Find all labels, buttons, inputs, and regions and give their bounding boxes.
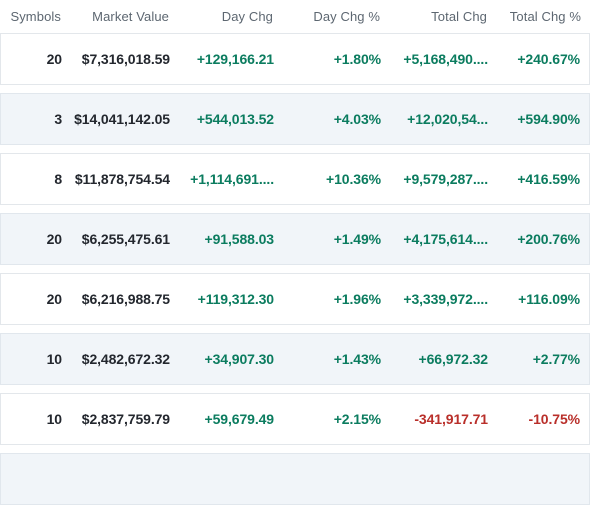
column-header-market-value[interactable]: Market Value xyxy=(92,9,169,24)
day-chg-pct-cell: +1.80% xyxy=(333,51,381,67)
column-header-day-chg-pct[interactable]: Day Chg % xyxy=(313,9,380,24)
day-chg-cell: +129,166.21 xyxy=(196,51,274,67)
market-value-cell: $7,316,018.59 xyxy=(81,51,170,67)
total-chg-pct-cell: +200.76% xyxy=(517,231,580,247)
table-row[interactable]: 20 $7,316,018.59 +129,166.21 +1.80% +5,1… xyxy=(0,33,590,85)
symbols-count-cell: 20 xyxy=(46,231,62,247)
market-value-cell: $6,216,988.75 xyxy=(81,291,170,307)
total-chg-cell: +66,972.32 xyxy=(418,351,489,367)
total-chg-pct-cell: +416.59% xyxy=(517,171,580,187)
symbols-count-cell: 10 xyxy=(46,411,62,427)
column-header-symbols[interactable]: Symbols xyxy=(10,9,61,24)
market-value-cell: $6,255,475.61 xyxy=(81,231,170,247)
day-chg-pct-cell: +4.03% xyxy=(333,111,381,127)
symbols-count-cell: 20 xyxy=(46,51,62,67)
day-chg-cell: +544,013.52 xyxy=(196,111,274,127)
total-chg-cell: +12,020,54... xyxy=(407,111,488,127)
column-header-total-chg[interactable]: Total Chg xyxy=(431,9,487,24)
day-chg-cell: +34,907.30 xyxy=(204,351,275,367)
table-header: Symbols Market Value Day Chg Day Chg % T… xyxy=(0,0,590,33)
table-row[interactable]: 8 $11,878,754.54 +1,114,691.... +10.36% … xyxy=(0,153,590,205)
total-chg-cell: +9,579,287.... xyxy=(403,171,488,187)
day-chg-cell: +1,114,691.... xyxy=(190,171,274,187)
total-chg-pct-cell: +2.77% xyxy=(532,351,580,367)
day-chg-pct-cell: +10.36% xyxy=(326,171,381,187)
table-row[interactable]: 10 $2,482,672.32 +34,907.30 +1.43% +66,9… xyxy=(0,333,590,385)
day-chg-cell: +59,679.49 xyxy=(204,411,275,427)
market-value-cell: $11,878,754.54 xyxy=(74,171,170,187)
table-row[interactable]: 20 $6,255,475.61 +91,588.03 +1.49% +4,17… xyxy=(0,213,590,265)
day-chg-pct-cell: +1.43% xyxy=(333,351,381,367)
symbols-count-cell: 20 xyxy=(46,291,62,307)
market-value-cell: $2,837,759.79 xyxy=(81,411,170,427)
total-chg-pct-cell: +116.09% xyxy=(518,291,580,307)
total-chg-pct-cell: +240.67% xyxy=(517,51,580,67)
day-chg-cell: +119,312.30 xyxy=(197,291,274,307)
column-header-day-chg[interactable]: Day Chg xyxy=(221,9,273,24)
table-row[interactable]: 20 $6,216,988.75 +119,312.30 +1.96% +3,3… xyxy=(0,273,590,325)
total-chg-pct-cell: +594.90% xyxy=(517,111,580,127)
market-value-cell: $2,482,672.32 xyxy=(81,351,170,367)
column-header-total-chg-pct[interactable]: Total Chg % xyxy=(509,9,581,24)
total-chg-cell: +3,339,972.... xyxy=(403,291,488,307)
total-chg-pct-cell: -10.75% xyxy=(528,411,581,427)
rows-container: 20 $7,316,018.59 +129,166.21 +1.80% +5,1… xyxy=(0,33,600,505)
symbols-count-cell: 10 xyxy=(46,351,62,367)
partially-visible-next-row[interactable] xyxy=(0,453,590,505)
table-row[interactable]: 3 $14,041,142.05 +544,013.52 +4.03% +12,… xyxy=(0,93,590,145)
total-chg-cell: +5,168,490.... xyxy=(403,51,488,67)
table-row[interactable]: 10 $2,837,759.79 +59,679.49 +2.15% -341,… xyxy=(0,393,590,445)
day-chg-pct-cell: +2.15% xyxy=(333,411,381,427)
day-chg-cell: +91,588.03 xyxy=(204,231,275,247)
market-value-cell: $14,041,142.05 xyxy=(74,111,170,127)
total-chg-cell: -341,917.71 xyxy=(414,411,488,427)
day-chg-pct-cell: +1.49% xyxy=(333,231,381,247)
total-chg-cell: +4,175,614.... xyxy=(403,231,488,247)
symbols-count-cell: 3 xyxy=(54,111,62,127)
symbols-count-cell: 8 xyxy=(54,171,62,187)
day-chg-pct-cell: +1.96% xyxy=(333,291,381,307)
